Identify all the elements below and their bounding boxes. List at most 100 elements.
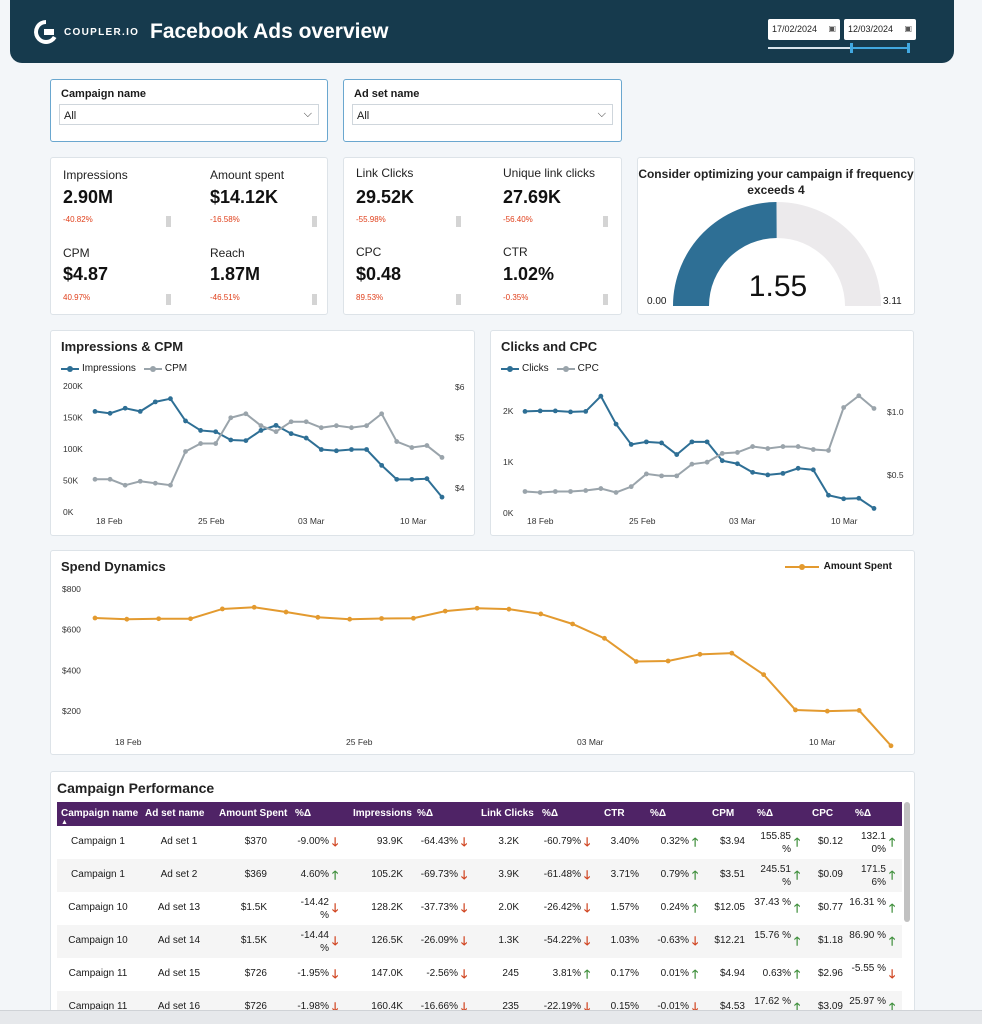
data-point[interactable] [568, 489, 573, 494]
data-point[interactable] [765, 446, 771, 451]
column-header[interactable]: %Δ [417, 808, 434, 819]
chevron-down-icon[interactable]: ⌵ [597, 108, 606, 120]
data-point[interactable] [349, 447, 354, 452]
data-point[interactable] [379, 411, 385, 417]
data-point[interactable] [315, 614, 321, 620]
data-point[interactable] [537, 490, 543, 495]
data-point[interactable] [856, 708, 862, 713]
data-point[interactable] [411, 615, 416, 621]
date-slider-track[interactable] [768, 47, 910, 49]
data-point[interactable] [303, 419, 309, 425]
legend-clicks[interactable]: Clicks [501, 363, 549, 374]
data-point[interactable] [364, 423, 369, 429]
data-point[interactable] [704, 439, 710, 445]
data-point[interactable] [674, 473, 680, 479]
data-point[interactable] [888, 743, 894, 749]
data-point[interactable] [213, 429, 219, 435]
data-point[interactable] [871, 506, 877, 511]
data-point[interactable] [689, 461, 695, 467]
date-from-input[interactable]: 17/02/2024 ▣ [768, 19, 840, 40]
data-point[interactable] [697, 651, 703, 657]
data-point[interactable] [347, 616, 353, 622]
data-point[interactable] [364, 447, 369, 452]
data-point[interactable] [824, 708, 830, 714]
calendar-icon[interactable]: ▣ [828, 24, 836, 33]
data-point[interactable] [243, 438, 249, 444]
data-point[interactable] [156, 616, 162, 622]
data-point[interactable] [258, 423, 264, 429]
data-point[interactable] [750, 444, 756, 449]
data-point[interactable] [349, 425, 354, 431]
data-point[interactable] [602, 635, 607, 641]
ad-set-name-dropdown[interactable]: All ⌵ [352, 104, 613, 125]
data-point[interactable] [729, 650, 735, 656]
data-point[interactable] [628, 442, 634, 447]
data-point[interactable] [303, 435, 309, 441]
data-point[interactable] [506, 606, 512, 612]
data-point[interactable] [333, 423, 339, 429]
data-point[interactable] [152, 480, 158, 486]
column-header[interactable]: CPC [812, 808, 834, 819]
column-header[interactable]: %Δ [542, 808, 559, 819]
data-point[interactable] [689, 439, 695, 445]
data-point[interactable] [522, 489, 528, 494]
data-point[interactable] [765, 472, 771, 478]
data-point[interactable] [318, 425, 324, 431]
data-point[interactable] [122, 405, 128, 411]
data-point[interactable] [659, 440, 664, 446]
column-header[interactable]: Campaign name [61, 808, 139, 819]
data-point[interactable] [659, 473, 664, 479]
data-point[interactable] [583, 409, 589, 414]
sort-ascending-icon[interactable]: ▲ [61, 819, 68, 826]
data-point[interactable] [826, 492, 831, 498]
data-point[interactable] [183, 449, 188, 454]
legend-amount-spent[interactable]: Amount Spent [784, 561, 892, 572]
data-point[interactable] [871, 406, 877, 411]
data-point[interactable] [213, 441, 219, 446]
data-point[interactable] [442, 608, 448, 614]
table-row[interactable]: Campaign 10 Ad set 14 $1.5K -14.44 % 🡓 126.5K… [57, 925, 902, 958]
data-point[interactable] [379, 462, 385, 468]
data-point[interactable] [704, 459, 710, 465]
data-point[interactable] [188, 616, 193, 622]
data-point[interactable] [424, 476, 430, 482]
data-point[interactable] [795, 444, 801, 449]
data-point[interactable] [583, 488, 589, 493]
column-header[interactable]: CTR [604, 808, 625, 819]
data-point[interactable] [613, 490, 619, 495]
data-point[interactable] [409, 476, 415, 482]
data-point[interactable] [780, 444, 786, 449]
data-point[interactable] [750, 469, 756, 475]
column-header[interactable]: %Δ [855, 808, 872, 819]
legend-cpm[interactable]: CPM [143, 363, 187, 374]
data-point[interactable] [124, 616, 130, 622]
column-header[interactable]: Amount Spent [219, 808, 288, 819]
data-point[interactable] [538, 611, 544, 617]
data-point[interactable] [643, 471, 649, 477]
data-point[interactable] [643, 439, 649, 445]
data-point[interactable] [570, 621, 575, 627]
data-point[interactable] [719, 458, 725, 464]
data-point[interactable] [628, 484, 634, 490]
data-point[interactable] [379, 616, 384, 621]
data-point[interactable] [228, 437, 234, 443]
data-point[interactable] [92, 476, 98, 482]
data-point[interactable] [122, 482, 128, 488]
data-point[interactable] [394, 439, 400, 444]
data-point[interactable] [183, 418, 188, 424]
data-point[interactable] [795, 465, 801, 471]
column-header[interactable]: %Δ [295, 808, 312, 819]
data-point[interactable] [735, 461, 740, 467]
data-point[interactable] [198, 428, 204, 433]
data-point[interactable] [537, 408, 543, 414]
data-point[interactable] [92, 615, 98, 621]
table-row[interactable]: Campaign 10 Ad set 13 $1.5K -14.42 % 🡓 128.2K… [57, 892, 902, 925]
chevron-down-icon[interactable]: ⌵ [303, 108, 312, 120]
data-point[interactable] [251, 604, 257, 610]
legend-cpc[interactable]: CPC [556, 363, 599, 374]
data-point[interactable] [761, 672, 767, 678]
table-scrollbar[interactable] [904, 802, 910, 922]
data-point[interactable] [474, 605, 480, 611]
data-point[interactable] [92, 409, 98, 414]
column-header[interactable]: %Δ [650, 808, 667, 819]
